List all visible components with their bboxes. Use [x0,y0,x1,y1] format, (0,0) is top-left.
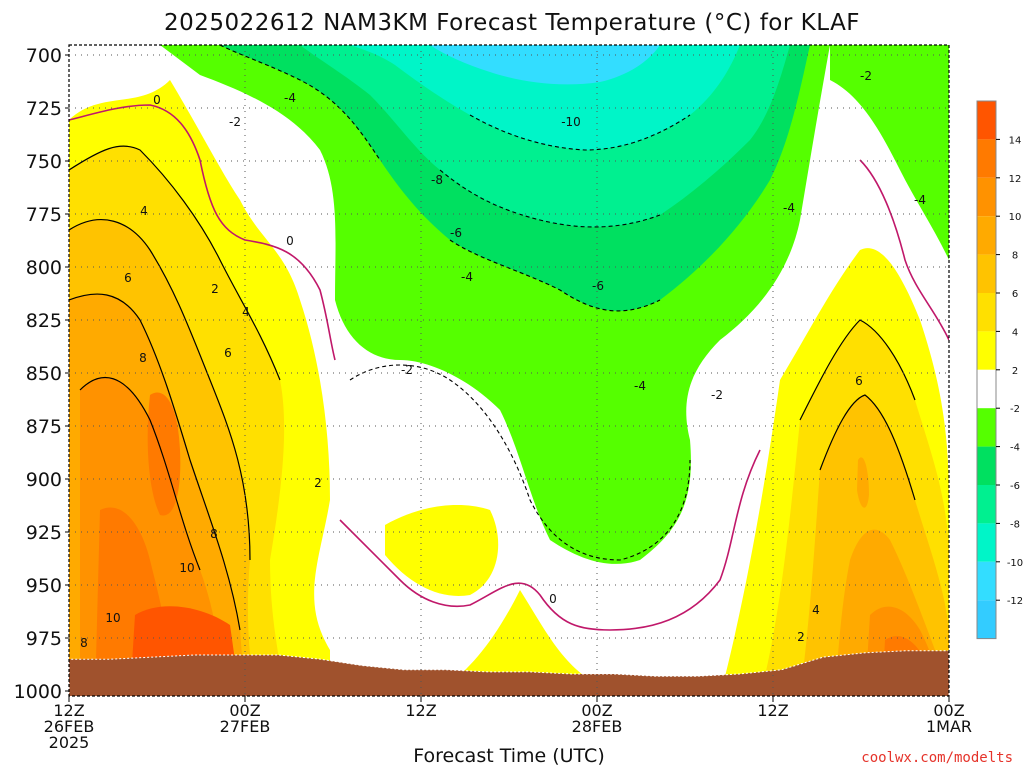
cold-region [160,45,949,564]
x-tick-label: 12Z [757,701,788,720]
y-tick-label: 975 [26,628,62,650]
contour-label: -4 [284,91,296,105]
contour-label: 8 [139,351,147,365]
credit-text: coolwx.com/modelts [861,750,1013,766]
x-tick-label: 00Z [229,701,260,720]
contour-label: -4 [914,193,926,207]
contour-label: 2 [314,476,322,490]
contour-label: -6 [450,226,462,240]
contour-label: 6 [224,346,232,360]
colorbar-label: -10 [1007,558,1023,569]
colorbar-swatch [977,101,996,140]
warm-isotherms [69,145,916,631]
cold-isotherms [219,45,691,561]
x-tick-label: 27FEB [220,717,271,736]
colorbar: 14 12 10 8 6 4 2 -2 -4 -6 -8 -10 -12 [976,100,1023,640]
ground-surface [69,650,949,696]
colorbar-label: -6 [1010,481,1020,492]
colorbar-label: -12 [1007,596,1023,607]
colorbar-swatch [977,139,996,178]
colorbar-label: 6 [1012,289,1018,300]
contour-label: -8 [431,173,443,187]
x-tick-label: 2025 [49,733,90,752]
contour-label: 0 [153,93,161,107]
colorbar-swatch [977,408,996,447]
chart-title: 2025022612 NAM3KM Forecast Temperature (… [164,10,860,36]
colorbar-label: 12 [1009,174,1022,185]
colorbar-swatch [977,293,996,332]
colorbar-label: 10 [1009,212,1022,223]
x-tick-label: 28FEB [572,717,623,736]
contour-label: 6 [855,374,863,388]
y-tick-label: 825 [26,310,62,332]
colorbar-label: 8 [1012,251,1018,262]
contour-label: 2 [797,630,805,644]
colorbar-swatch [977,485,996,524]
contour-label: 2 [211,282,219,296]
contour-label: -2 [860,69,872,83]
x-tick-label: 26FEB [44,717,95,736]
x-tick-label: 00Z [933,701,964,720]
y-tick-label: 800 [26,257,62,279]
y-tick-label: 850 [26,363,62,385]
colorbar-swatch [977,600,996,639]
y-tick-label: 700 [26,45,62,67]
warm-blob-low [430,590,600,696]
colorbar-swatch [977,216,996,255]
colorbar-label: 2 [1012,366,1018,377]
colorbar-label: 14 [1009,135,1022,146]
colorbar-label: -2 [1010,404,1020,415]
colorbar-swatch [977,331,996,370]
x-tick-label: 00Z [581,701,612,720]
y-tick-label: 950 [26,575,62,597]
x-tick-label: 12Z [53,701,84,720]
y-axis: 700 725 750 775 800 825 850 875 900 925 950 975 1000 [14,45,69,703]
contour-label: -2 [711,388,723,402]
colorbar-swatch [977,523,996,562]
colorbar-label: -4 [1010,443,1020,454]
colorbar-swatch [977,446,996,485]
y-tick-label: 875 [26,416,62,438]
contour-label: -4 [783,201,795,215]
contour-label: 4 [242,305,250,319]
y-tick-label: 775 [26,204,62,226]
x-axis-label: Forecast Time (UTC) [413,745,604,767]
contour-label: 0 [549,592,557,606]
colorbar-swatch [977,177,996,217]
zero-isotherm [69,104,949,631]
x-tick-label: 12Z [405,701,436,720]
warm-blob-mid [385,505,499,596]
contour-label: -4 [461,270,473,284]
colorbar-label: 4 [1012,327,1018,338]
contour-label: 10 [105,611,120,625]
y-tick-label: 900 [26,469,62,491]
contour-label: -10 [561,115,581,129]
colorbar-swatch [977,369,996,409]
contour-label: 4 [812,603,820,617]
contour-label: -2 [229,115,241,129]
x-tick-label: 1MAR [926,717,972,736]
colorbar-label: -8 [1010,519,1020,530]
y-tick-label: 1000 [14,681,62,703]
contour-label: 8 [210,527,218,541]
contour-label: -2 [401,363,413,377]
colorbar-swatch [977,561,996,601]
contour-label: 10 [179,561,194,575]
contour-label: -6 [592,279,604,293]
contour-label: 6 [124,271,132,285]
plot-frame [68,44,950,697]
y-tick-label: 725 [26,98,62,120]
plot-area: 0-2-4-10-8-6-4-6-4-2-2-4-4-2046246881010… [69,45,949,696]
contour-labels: 0-2-4-10-8-6-4-6-4-2-2-4-4-2046246881010… [80,69,926,650]
y-tick-label: 750 [26,151,62,173]
contour-label: 8 [80,636,88,650]
colorbar-swatch [977,254,996,293]
gridlines [69,45,949,696]
contour-label: 4 [140,204,148,218]
y-tick-label: 925 [26,522,62,544]
contour-label: -4 [634,379,646,393]
contour-label: 0 [286,234,294,248]
